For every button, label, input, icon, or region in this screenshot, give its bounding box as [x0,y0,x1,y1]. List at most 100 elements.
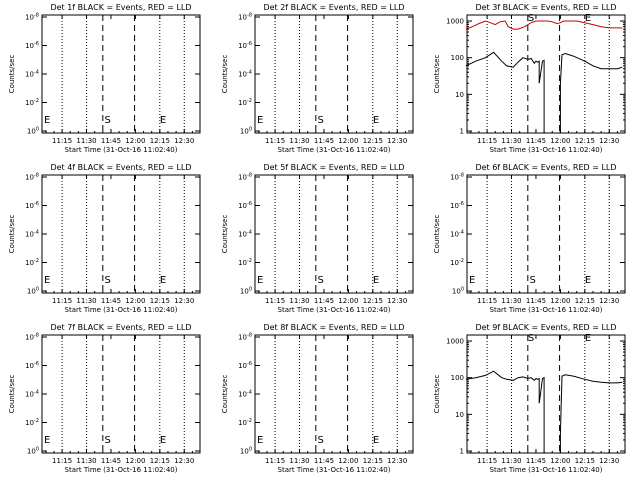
y-tick-label: 10-6 [450,201,464,210]
pass-marker-label: E [44,115,50,126]
y-axis-label: Counts/sec [433,375,441,414]
x-axis-label: Start Time (31-Oct-16 11:02:40) [278,146,391,154]
panel-title: Det 3f BLACK = Events, RED = LLD [475,3,616,12]
x-tick-label: 12:00 [125,457,145,465]
pass-marker-label: S [318,115,324,126]
y-tick-label: 10-8 [238,333,252,342]
x-tick-label: 11:30 [76,457,96,465]
detector-panel: Det 5f BLACK = Events, RED = LLD 11:15 11:… [221,163,414,314]
y-tick-label: 10-8 [450,173,464,182]
x-tick-label: 11:45 [314,457,334,465]
x-tick-label: 11:45 [101,137,121,145]
y-tick-label: 10-8 [25,13,39,22]
pass-marker-label: E [373,115,379,126]
x-tick-label: 11:15 [477,457,497,465]
x-tick-label: 12:30 [174,297,194,305]
plot-frame [466,14,626,134]
panel-title: Det 5f BLACK = Events, RED = LLD [263,163,404,172]
x-tick-label: 11:15 [52,457,72,465]
y-tick-label: 100 [451,54,464,62]
y-axis-label: Counts/sec [221,215,229,254]
y-tick-label: 1000 [446,338,464,346]
x-tick-label: 12:15 [575,137,595,145]
pass-marker-label: E [160,115,166,126]
x-axis-label: Start Time (31-Oct-16 11:02:40) [65,306,178,314]
detector-panel: Det 1f BLACK = Events, RED = LLD 11:15 11:… [8,3,201,154]
x-tick-label: 12:00 [550,297,570,305]
pass-marker-label: E [373,275,379,286]
x-tick-label: 11:45 [526,457,546,465]
x-tick-label: 11:45 [314,297,334,305]
x-tick-label: 12:30 [387,297,407,305]
x-tick-label: 11:30 [501,137,521,145]
y-tick-label: 100 [240,447,252,456]
plot-frame [254,174,414,294]
pass-marker-label: E [373,435,379,446]
y-tick-label: 10-4 [238,230,252,239]
x-tick-label: 11:30 [289,457,309,465]
detector-panel: Det 7f BLACK = Events, RED = LLD 11:15 11:… [8,323,201,474]
x-tick-label: 12:15 [363,137,383,145]
panel-title: Det 9f BLACK = Events, RED = LLD [475,323,616,332]
y-tick-label: 100 [240,287,252,296]
y-axis-label: Counts/sec [221,55,229,94]
x-tick-label: 11:15 [477,137,497,145]
x-tick-label: 12:30 [599,457,619,465]
plot-frame [466,334,626,454]
panel-title: Det 8f BLACK = Events, RED = LLD [263,323,404,332]
y-tick-label: 1 [460,448,464,456]
y-axis-label: Counts/sec [8,55,16,94]
x-tick-label: 11:15 [265,457,285,465]
x-tick-label: 12:15 [150,457,170,465]
y-tick-label: 10-6 [238,201,252,210]
x-tick-label: 11:30 [76,137,96,145]
x-tick-label: 12:15 [363,297,383,305]
x-tick-label: 11:15 [265,137,285,145]
y-tick-label: 10-2 [450,258,464,267]
x-tick-label: 12:00 [125,297,145,305]
pass-marker-label: E [469,275,475,286]
x-tick-label: 12:15 [575,297,595,305]
pass-marker-label: S [318,275,324,286]
y-tick-label: 10-4 [450,230,464,239]
x-axis-label: Start Time (31-Oct-16 11:02:40) [490,306,603,314]
x-tick-label: 11:45 [314,137,334,145]
x-tick-label: 12:15 [575,457,595,465]
pass-marker-label: E [257,115,263,126]
x-tick-label: 11:30 [76,297,96,305]
y-tick-label: 10-6 [25,201,39,210]
y-tick-label: 1 [460,128,464,136]
pass-marker-label: E [585,333,591,344]
pass-marker-label: S [105,115,111,126]
x-axis-label: Start Time (31-Oct-16 11:02:40) [490,466,603,474]
pass-marker-label: S [528,333,534,344]
x-tick-label: 12:00 [338,297,358,305]
y-tick-label: 100 [240,127,252,136]
y-tick-label: 100 [27,127,39,136]
plot-frame [254,14,414,134]
y-tick-label: 100 [27,447,39,456]
panel-title: Det 6f BLACK = Events, RED = LLD [475,163,616,172]
pass-marker-label: E [257,435,263,446]
x-tick-label: 11:30 [289,297,309,305]
y-axis-label: Counts/sec [221,375,229,414]
panel-title: Det 7f BLACK = Events, RED = LLD [50,323,191,332]
y-tick-label: 100 [452,287,464,296]
x-tick-label: 12:15 [363,457,383,465]
y-tick-label: 10-2 [25,98,39,107]
x-tick-label: 11:45 [101,457,121,465]
y-tick-label: 10-2 [238,98,252,107]
detector-panel: Det 2f BLACK = Events, RED = LLD 11:15 11:… [221,3,414,154]
pass-marker-label: E [160,435,166,446]
pass-marker-label: E [585,13,591,24]
y-tick-label: 10-2 [25,258,39,267]
x-axis-label: Start Time (31-Oct-16 11:02:40) [65,146,178,154]
y-tick-label: 10-6 [238,361,252,370]
panel-title: Det 1f BLACK = Events, RED = LLD [50,3,191,12]
x-tick-label: 11:15 [52,297,72,305]
detector-panel: Det 3f BLACK = Events, RED = LLD 11:15 11:… [433,3,626,154]
pass-marker-label: E [160,275,166,286]
x-axis-label: Start Time (31-Oct-16 11:02:40) [278,466,391,474]
x-tick-label: 12:30 [599,297,619,305]
x-tick-label: 11:45 [526,297,546,305]
